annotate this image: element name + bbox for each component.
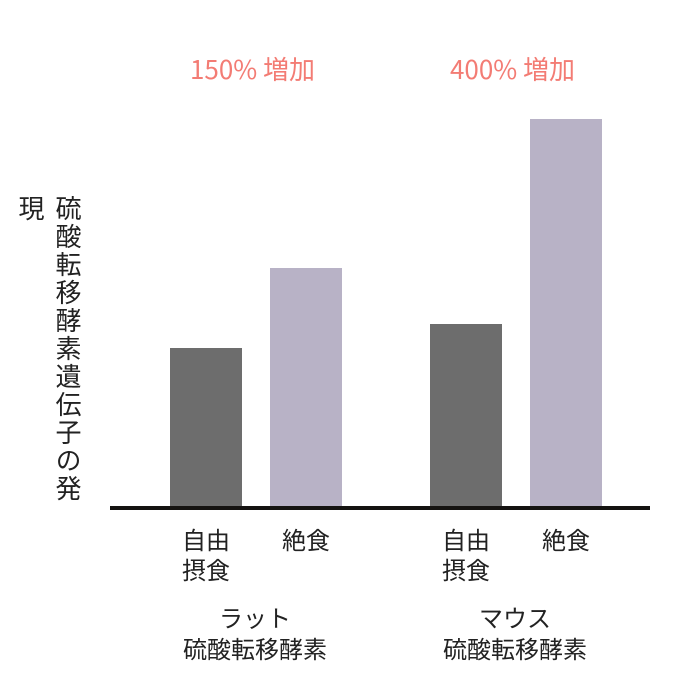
x-group-mouse: マウス硫酸転移酵素 (443, 601, 587, 663)
x-category-mouse-1: 絶食 (542, 524, 590, 554)
plot-area: 150% 増加自由摂食絶食ラット硫酸転移酵素400% 増加自由摂食絶食マウス硫酸… (110, 40, 650, 510)
bar-mouse-0 (430, 324, 502, 506)
x-axis-line (110, 506, 650, 510)
x-category-mouse-0: 自由摂食 (442, 524, 490, 584)
annotation-mouse: 400% 増加 (450, 50, 575, 87)
bar-chart: 硫酸転移酵素遺伝子の発現 150% 増加自由摂食絶食ラット硫酸転移酵素400% … (60, 40, 660, 660)
bar-mouse-1 (530, 119, 602, 506)
x-category-rat-1: 絶食 (282, 524, 330, 554)
x-category-rat-0: 自由摂食 (182, 524, 230, 584)
bar-rat-1 (270, 268, 342, 506)
x-group-rat: ラット硫酸転移酵素 (183, 601, 327, 663)
bar-rat-0 (170, 348, 242, 506)
annotation-rat: 150% 増加 (190, 50, 315, 87)
y-axis-label: 硫酸転移酵素遺伝子の発現 (13, 195, 87, 505)
